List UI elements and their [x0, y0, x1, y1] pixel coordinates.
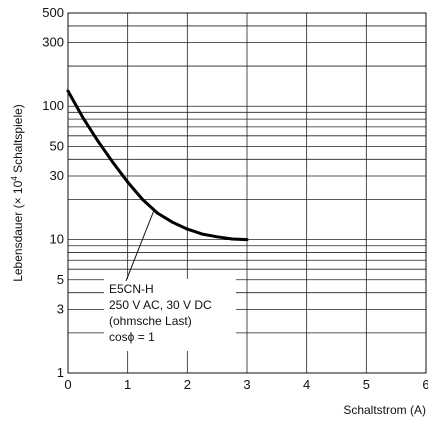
data-point — [141, 198, 144, 201]
data-point — [200, 232, 204, 236]
data-point — [185, 227, 189, 231]
data-point — [245, 238, 249, 242]
series-line — [66, 89, 249, 242]
y-tick-label: 30 — [50, 168, 64, 183]
series-layer — [66, 89, 249, 242]
y-tick-label: 10 — [50, 232, 64, 247]
y-tick-label: 5 — [57, 272, 64, 287]
y-tick-label: 3 — [57, 301, 64, 316]
x-tick-label: 2 — [184, 377, 191, 392]
y-tick-label: 100 — [42, 98, 64, 113]
x-tick-label: 6 — [422, 377, 428, 392]
y-tick-label: 300 — [42, 35, 64, 50]
data-point — [230, 237, 234, 241]
data-point — [215, 235, 219, 239]
y-tick-label: 500 — [42, 5, 64, 20]
x-tick-label: 5 — [363, 377, 370, 392]
annotation-text-line: E5CN-H — [109, 282, 154, 296]
data-point — [111, 160, 115, 164]
y-tick-label: 1 — [57, 365, 64, 380]
data-point — [96, 139, 100, 143]
data-point — [156, 211, 159, 215]
y-axis-label: Lebensdauer (× 104 Schaltspiele) — [10, 104, 25, 282]
x-tick-label: 0 — [64, 377, 71, 392]
y-tick-label: 50 — [50, 138, 64, 153]
annotation-text-line: cosϕ = 1 — [109, 330, 155, 344]
data-point — [171, 220, 174, 224]
x-tick-label: 3 — [243, 377, 250, 392]
x-tick-label: 1 — [124, 377, 131, 392]
annotation-leader-line — [125, 208, 155, 282]
data-point — [126, 180, 130, 184]
plot-frame — [67, 12, 427, 374]
x-axis-label: Schaltstrom (A) — [343, 403, 426, 417]
x-tick-label: 4 — [303, 377, 310, 392]
annotation-text-line: (ohmsche Last) — [109, 314, 192, 328]
annotation-text-line: 250 V AC, 30 V DC — [109, 298, 212, 312]
annotation-box — [104, 279, 236, 351]
data-point — [81, 116, 85, 120]
annotation: E5CN-H 250 V AC, 30 V DC (ohmsche Last) cos… — [104, 208, 236, 351]
